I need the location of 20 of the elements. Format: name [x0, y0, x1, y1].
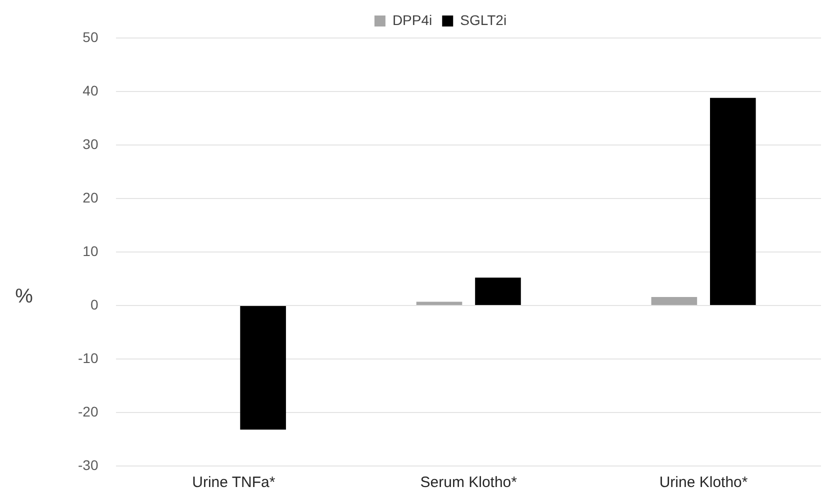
bar — [651, 296, 698, 305]
bar — [475, 278, 521, 305]
x-tick-label: Urine TNFa* — [192, 474, 276, 492]
y-axis-title: % — [15, 286, 34, 308]
y-tick-label: -10 — [78, 350, 98, 366]
y-tick-label: -20 — [78, 403, 98, 420]
y-tick-label: 30 — [82, 136, 98, 152]
y-tick-label: 0 — [90, 296, 98, 312]
bar — [240, 306, 286, 430]
bar — [710, 98, 756, 305]
y-tick-label: -30 — [78, 456, 98, 473]
y-tick-label: 20 — [82, 189, 98, 206]
y-tick-label: 50 — [82, 28, 98, 45]
y-tick-label: 10 — [82, 242, 98, 259]
y-tick-label: 40 — [82, 82, 98, 98]
legend-label: DPP4i — [392, 12, 432, 28]
x-tick-label: Serum Klotho* — [420, 474, 518, 492]
x-tick-label: Urine Klotho* — [659, 474, 748, 492]
legend-label: SGLT2i — [460, 12, 507, 28]
bar — [416, 302, 462, 305]
